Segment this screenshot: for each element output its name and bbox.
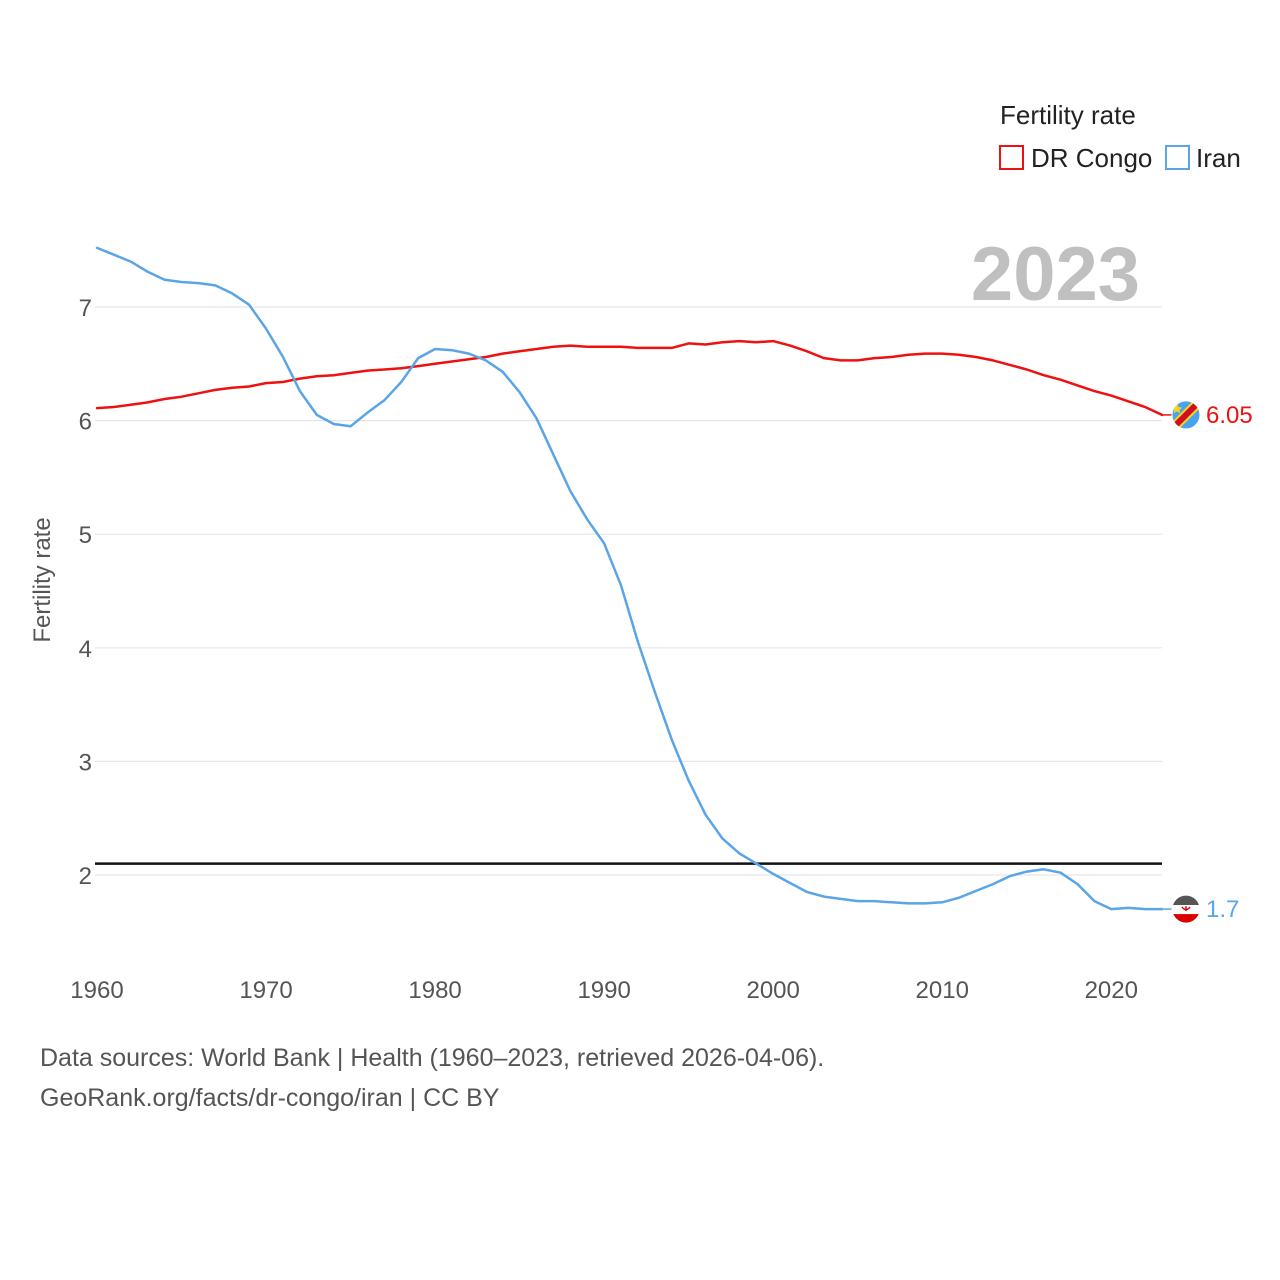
- series-lines: [95, 246, 1164, 911]
- dr-congo-flag-icon: [1171, 400, 1201, 430]
- y-tick-label: 5: [79, 522, 92, 549]
- x-tick-label: 2010: [916, 977, 969, 1004]
- y-axis-title: Fertility rate: [29, 517, 56, 642]
- gridlines: [95, 306, 1162, 876]
- current-year-label: 2023: [971, 232, 1140, 317]
- x-tick-label: 2020: [1085, 977, 1138, 1004]
- series-line-iran: [95, 246, 1164, 911]
- legend-swatch-dr-congo[interactable]: [999, 145, 1024, 170]
- end-value-label-dr-congo: 6.05: [1206, 402, 1253, 429]
- iran-flag-icon: [1171, 894, 1201, 924]
- legend-label-iran[interactable]: Iran: [1196, 143, 1241, 173]
- y-axis-ticks: 2 3 4 5 6 7: [79, 295, 92, 890]
- x-tick-label: 1970: [239, 977, 292, 1004]
- footer-credit: GeoRank.org/facts/dr-congo/iran | CC BY: [40, 1084, 500, 1112]
- x-tick-label: 2000: [746, 977, 799, 1004]
- x-tick-label: 1980: [408, 977, 461, 1004]
- y-tick-label: 2: [79, 863, 92, 890]
- y-tick-label: 3: [79, 749, 92, 776]
- x-axis-ticks: 1960 1970 1980 1990 2000 2010 2020: [70, 977, 1138, 1004]
- legend-swatch-iran[interactable]: [1165, 145, 1190, 170]
- legend-label-dr-congo[interactable]: DR Congo: [1031, 143, 1152, 173]
- legend-title: Fertility rate: [1000, 100, 1136, 130]
- end-markers: 6.05 1.7: [1162, 400, 1253, 924]
- footer-sources: Data sources: World Bank | Health (1960–…: [40, 1044, 825, 1072]
- x-tick-label: 1990: [577, 977, 630, 1004]
- y-tick-label: 6: [79, 409, 92, 436]
- y-tick-label: 7: [79, 295, 92, 322]
- y-tick-label: 4: [79, 636, 92, 663]
- x-tick-label: 1960: [70, 977, 123, 1004]
- series-line-dr-congo: [95, 339, 1164, 417]
- fertility-rate-chart: 2 3 4 5 6 7 1960 1970 1980 1990 2000 2010 2020 Fert…: [29, 100, 1253, 1004]
- end-value-label-iran: 1.7: [1206, 896, 1239, 923]
- legend: Fertility rate DR Congo Iran: [999, 100, 1241, 173]
